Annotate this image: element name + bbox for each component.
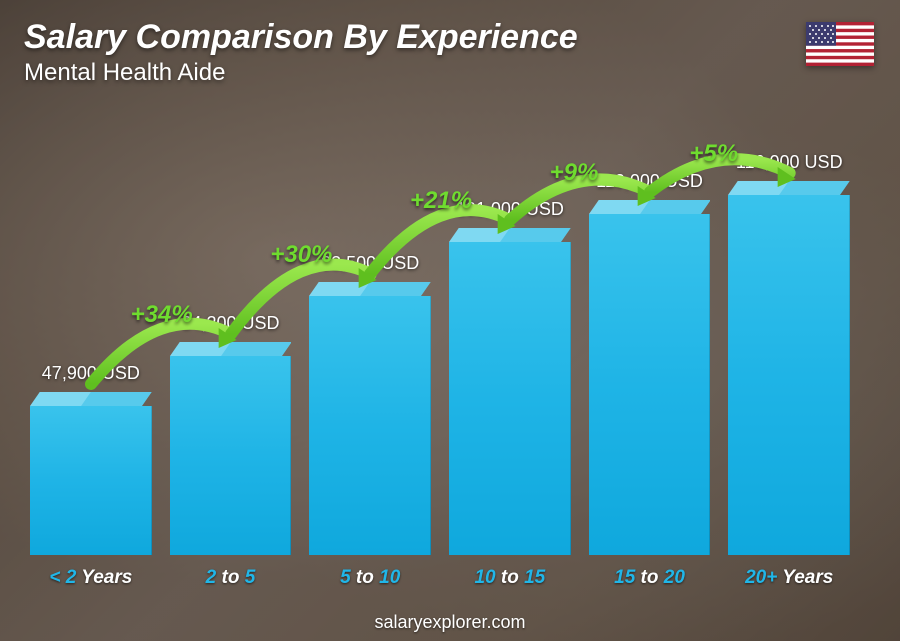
x-axis-label: 20+ Years <box>728 567 850 589</box>
bar-value-label: 101,000 USD <box>456 199 564 220</box>
x-axis-label: 15 to 20 <box>589 567 711 589</box>
bar <box>589 200 711 555</box>
x-axis-label: 5 to 10 <box>309 567 431 589</box>
bar-group: 64,200 USD <box>170 313 292 555</box>
x-axis-label: 2 to 5 <box>170 567 292 589</box>
bar <box>170 342 292 555</box>
salary-bar-chart: 47,900 USD 64,200 USD 83,500 USD 101,000 US… <box>30 109 850 589</box>
bars-container: 47,900 USD 64,200 USD 83,500 USD 101,000 US… <box>30 115 850 555</box>
bar-group: 83,500 USD <box>309 253 431 555</box>
bar-group: 110,000 USD <box>589 171 711 555</box>
x-axis-label: 10 to 15 <box>449 567 571 589</box>
bar <box>309 282 431 555</box>
bar-group: 101,000 USD <box>449 199 571 555</box>
bar-value-label: 47,900 USD <box>42 363 140 384</box>
bar <box>449 228 571 555</box>
bar-group: 116,000 USD <box>728 152 850 555</box>
footer-credit: salaryexplorer.com <box>0 612 900 633</box>
bar <box>30 392 152 555</box>
x-axis-labels: < 2 Years 2 to 5 5 to 10 10 to 15 15 to 20 20… <box>30 567 850 589</box>
bar <box>728 181 850 555</box>
header: Salary Comparison By Experience Mental H… <box>24 18 876 87</box>
bar-value-label: 116,000 USD <box>736 152 843 173</box>
bar-value-label: 110,000 USD <box>596 171 703 192</box>
page-subtitle: Mental Health Aide <box>24 59 876 87</box>
bar-group: 47,900 USD <box>30 363 152 555</box>
usa-flag-icon <box>806 22 874 66</box>
bar-value-label: 83,500 USD <box>321 253 419 274</box>
bar-value-label: 64,200 USD <box>181 313 279 334</box>
x-axis-label: < 2 Years <box>30 567 152 589</box>
page-title: Salary Comparison By Experience <box>24 18 876 57</box>
